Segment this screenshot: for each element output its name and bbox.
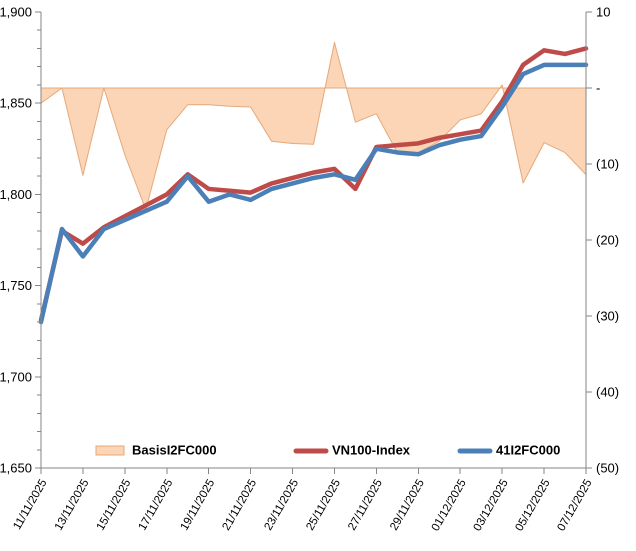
- index-line-series: [38, 46, 589, 325]
- left-axis-tick-label: 1,800: [0, 187, 32, 202]
- legend-swatch-area: [95, 445, 125, 456]
- left-axis-tick-label: 1,900: [0, 5, 32, 20]
- left-axis-tick-label: 1,700: [0, 369, 32, 384]
- basis-area-series: [40, 41, 587, 211]
- chart-legend: BasisI2FC000 VN100-Index 41I2FC000: [95, 442, 560, 457]
- right-axis-tick-label: -: [596, 81, 600, 96]
- series-line-vn100: [38, 46, 589, 323]
- right-axis-tick-label: 10: [596, 5, 610, 20]
- legend-label: 41I2FC000: [496, 442, 560, 457]
- left-axis-tick-label: 1,750: [0, 278, 32, 293]
- right-axis-tick-label: (50): [596, 461, 619, 476]
- right-axis-tick-label: (10): [596, 157, 619, 172]
- axes: [35, 11, 592, 474]
- right-axis-tick-label: (30): [596, 309, 619, 324]
- series-line-fc41: [38, 62, 589, 325]
- legend-label: BasisI2FC000: [132, 442, 217, 457]
- y-axis-labels: 1,650 1,700 1,750 1,800 1,850 1,900 (50) (40) (3…: [0, 5, 619, 476]
- series-area-basis: [40, 41, 587, 211]
- left-axis-tick-label: 1,650: [0, 461, 32, 476]
- left-axis-tick-label: 1,850: [0, 96, 32, 111]
- legend-label: VN100-Index: [332, 442, 411, 457]
- right-axis-tick-label: (40): [596, 385, 619, 400]
- right-axis-tick-label: (20): [596, 233, 619, 248]
